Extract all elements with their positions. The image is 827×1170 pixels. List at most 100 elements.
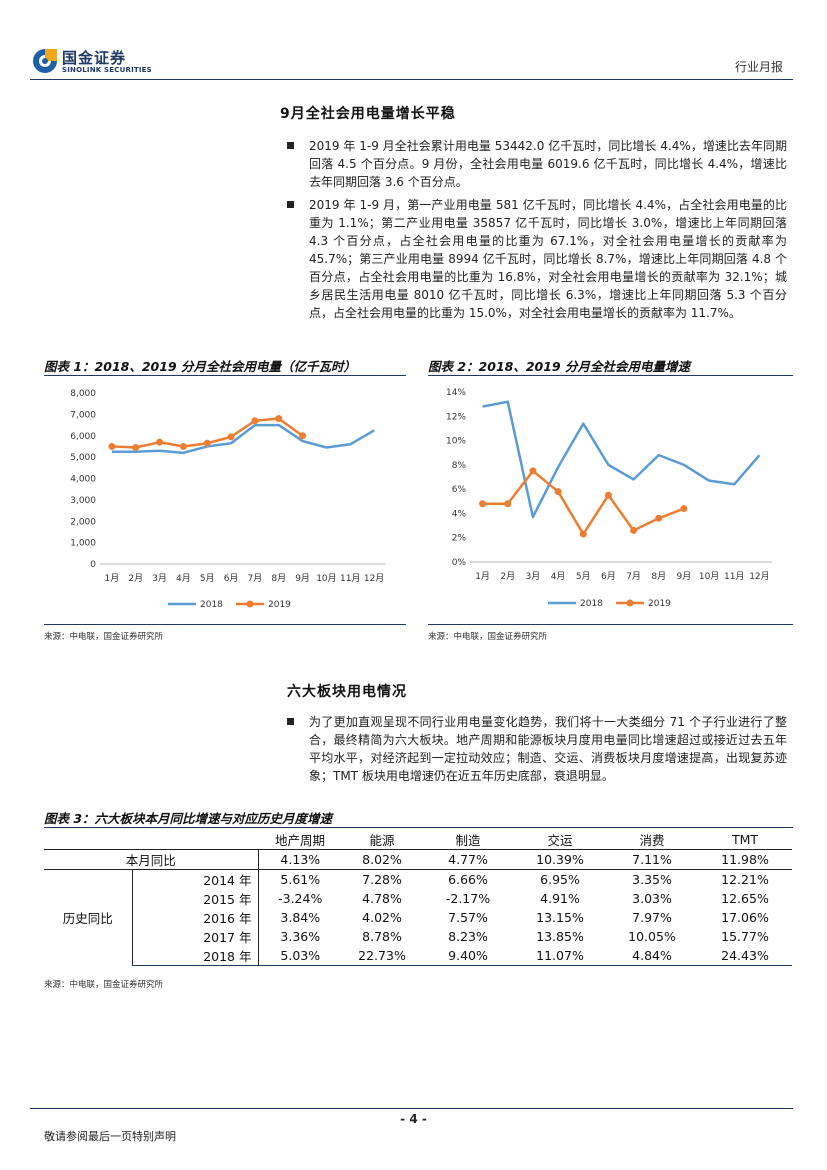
table-cell: 5.61% (280, 872, 321, 887)
y-tick-label: 7,000 (70, 410, 96, 420)
data-point (227, 433, 235, 441)
table-cell: 8.02% (342, 849, 422, 870)
x-tick-label: 2月 (500, 571, 515, 582)
legend-marker (246, 600, 254, 608)
x-tick-label: 12月 (749, 571, 769, 582)
bullet-text: 2019 年 1-9 月，第一产业用电量 581 亿千瓦时，同比增长 4.4%，… (309, 198, 787, 320)
table-cell: -3.24% (278, 891, 323, 906)
x-tick-label: 8月 (651, 571, 666, 582)
y-tick-label: 5,000 (70, 453, 96, 463)
table-cell: 10.05% (628, 929, 676, 944)
col-header: 交运 (514, 830, 606, 850)
table-cell: 4.78% (362, 891, 402, 906)
page-number: - 4 - (400, 1112, 427, 1126)
table-cell: 15.77% (721, 929, 769, 944)
y-tick-label: 10% (446, 437, 466, 447)
sinolink-logo-icon (33, 49, 57, 73)
data-point (203, 439, 211, 447)
y-tick-label: 3,000 (70, 496, 96, 506)
table-row: 本月同比 4.13% 8.02% 4.77% 10.39% 7.11% 11.9… (44, 849, 792, 870)
x-tick-label: 10月 (699, 571, 719, 582)
figure-2-title: 图表 2：2018、2019 分月全社会用电量增速 (428, 359, 690, 374)
x-tick-label: 9月 (677, 571, 692, 582)
list-item: 2019 年 1-9 月全社会累计用电量 53442.0 亿千瓦时，同比增长 4… (287, 137, 787, 191)
table-cell: 3.03% (632, 891, 672, 906)
table-row: 2015 年 -3.24% 4.78% -2.17% 4.91% 3.03% 1… (44, 889, 792, 908)
col-header: 消费 (606, 830, 698, 850)
x-tick-label: 9月 (295, 573, 310, 584)
data-point (156, 438, 164, 446)
y-tick-label: 1,000 (70, 539, 96, 549)
x-tick-label: 7月 (248, 573, 263, 584)
y-tick-label: 0 (90, 560, 96, 570)
table-cell: 24.43% (698, 946, 792, 966)
y-tick-label: 8% (452, 461, 467, 471)
table-row: 2017 年 3.36% 8.78% 8.23% 13.85% 10.05% 1… (44, 927, 792, 946)
table-cell: 4.84% (606, 946, 698, 966)
table-cell: 7.11% (606, 849, 698, 870)
table-cell: 3.84% (280, 910, 321, 925)
legend-label: 2019 (268, 600, 291, 610)
x-tick-label: 6月 (601, 571, 616, 582)
list-item: 为了更加直观呈现不同行业用电量变化趋势，我们将十一大类细分 71 个子行业进行了… (287, 713, 787, 785)
table-cell: 7.97% (632, 910, 672, 925)
table-cell: 7.28% (362, 872, 402, 887)
row-year: 2018 年 (132, 946, 259, 966)
y-tick-label: 8,000 (70, 389, 96, 399)
table-cell: 8.23% (448, 929, 488, 944)
table-cell: 17.06% (721, 910, 769, 925)
col-header: 地产周期 (258, 830, 342, 850)
y-tick-label: 4% (452, 509, 467, 519)
table-cell: 4.02% (362, 910, 402, 925)
series-line-2018 (111, 423, 375, 455)
x-tick-label: 11月 (724, 571, 744, 582)
table-cell: 9.40% (422, 946, 514, 966)
x-tick-label: 3月 (152, 573, 167, 584)
table-3: 地产周期 能源 制造 交运 消费 TMT 本月同比 4.13% 8.02% 4.… (44, 830, 792, 966)
y-tick-label: 0% (452, 558, 467, 568)
logo-text-cn: 国金证券 (62, 49, 127, 67)
bullet-text: 为了更加直观呈现不同行业用电量变化趋势，我们将十一大类细分 71 个子行业进行了… (309, 715, 787, 783)
series-line-2019 (482, 469, 685, 536)
table-corner (44, 830, 258, 850)
x-tick-label: 12月 (364, 573, 384, 584)
row-year: 2014 年 (132, 869, 259, 889)
row-year: 2016 年 (132, 908, 259, 927)
chart-2: 0% 2% 4% 6% 8% 10% 12% 14% 1月 2月 3月 4月 5月 6月 7月 8月 9月 10月… (446, 388, 772, 609)
footer-disclaimer: 敬请参阅最后一页特别声明 (44, 1130, 176, 1143)
series-line-2018 (482, 400, 761, 519)
table-row: 2018 年 5.03% 22.73% 9.40% 11.07% 4.84% 2… (44, 946, 792, 966)
x-tick-label: 5月 (200, 573, 215, 584)
table-row: 2016 年 3.84% 4.02% 7.57% 13.15% 7.97% 17… (44, 908, 792, 927)
logo-text-en: SINOLINK SECURITIES (62, 66, 152, 74)
y-tick-label: 14% (446, 388, 466, 398)
col-header: 制造 (422, 830, 514, 850)
x-tick-label: 4月 (551, 571, 566, 582)
table-row: 历史同比 2014 年 5.61% 7.28% 6.66% 6.95% 3.35… (44, 869, 792, 966)
bullet-square-icon (287, 142, 294, 149)
data-point (529, 467, 537, 475)
chart-1: 0 1,000 2,000 3,000 4,000 5,000 6,000 7,000 8,00… (70, 389, 386, 610)
figure-1-source: 来源：中电联，国金证券研究所 (44, 632, 164, 642)
table-cell: 22.73% (342, 946, 422, 966)
bullet-square-icon (287, 718, 294, 725)
table-cell: 10.39% (514, 849, 606, 870)
figure-2-source: 来源：中电联，国金证券研究所 (428, 632, 548, 642)
table-cell: 12.65% (721, 891, 769, 906)
legend-marker (626, 599, 634, 607)
table-cell: 4.91% (540, 891, 580, 906)
section-title: 9月全社会用电量增长平稳 (280, 106, 456, 122)
x-tick-label: 3月 (526, 571, 541, 582)
footer-rule (30, 1108, 793, 1109)
data-point (275, 415, 283, 423)
x-tick-label: 11月 (340, 573, 360, 584)
x-tick-label: 1月 (475, 571, 490, 582)
table-cell: -2.17% (445, 891, 491, 906)
figure-2-rule (428, 375, 793, 376)
data-point (554, 488, 562, 496)
table-cell: 3.35% (632, 872, 672, 887)
y-tick-label: 2% (452, 534, 467, 544)
x-tick-label: 10月 (316, 573, 336, 584)
header-rule (30, 79, 793, 80)
table-cell: 12.21% (721, 872, 769, 887)
